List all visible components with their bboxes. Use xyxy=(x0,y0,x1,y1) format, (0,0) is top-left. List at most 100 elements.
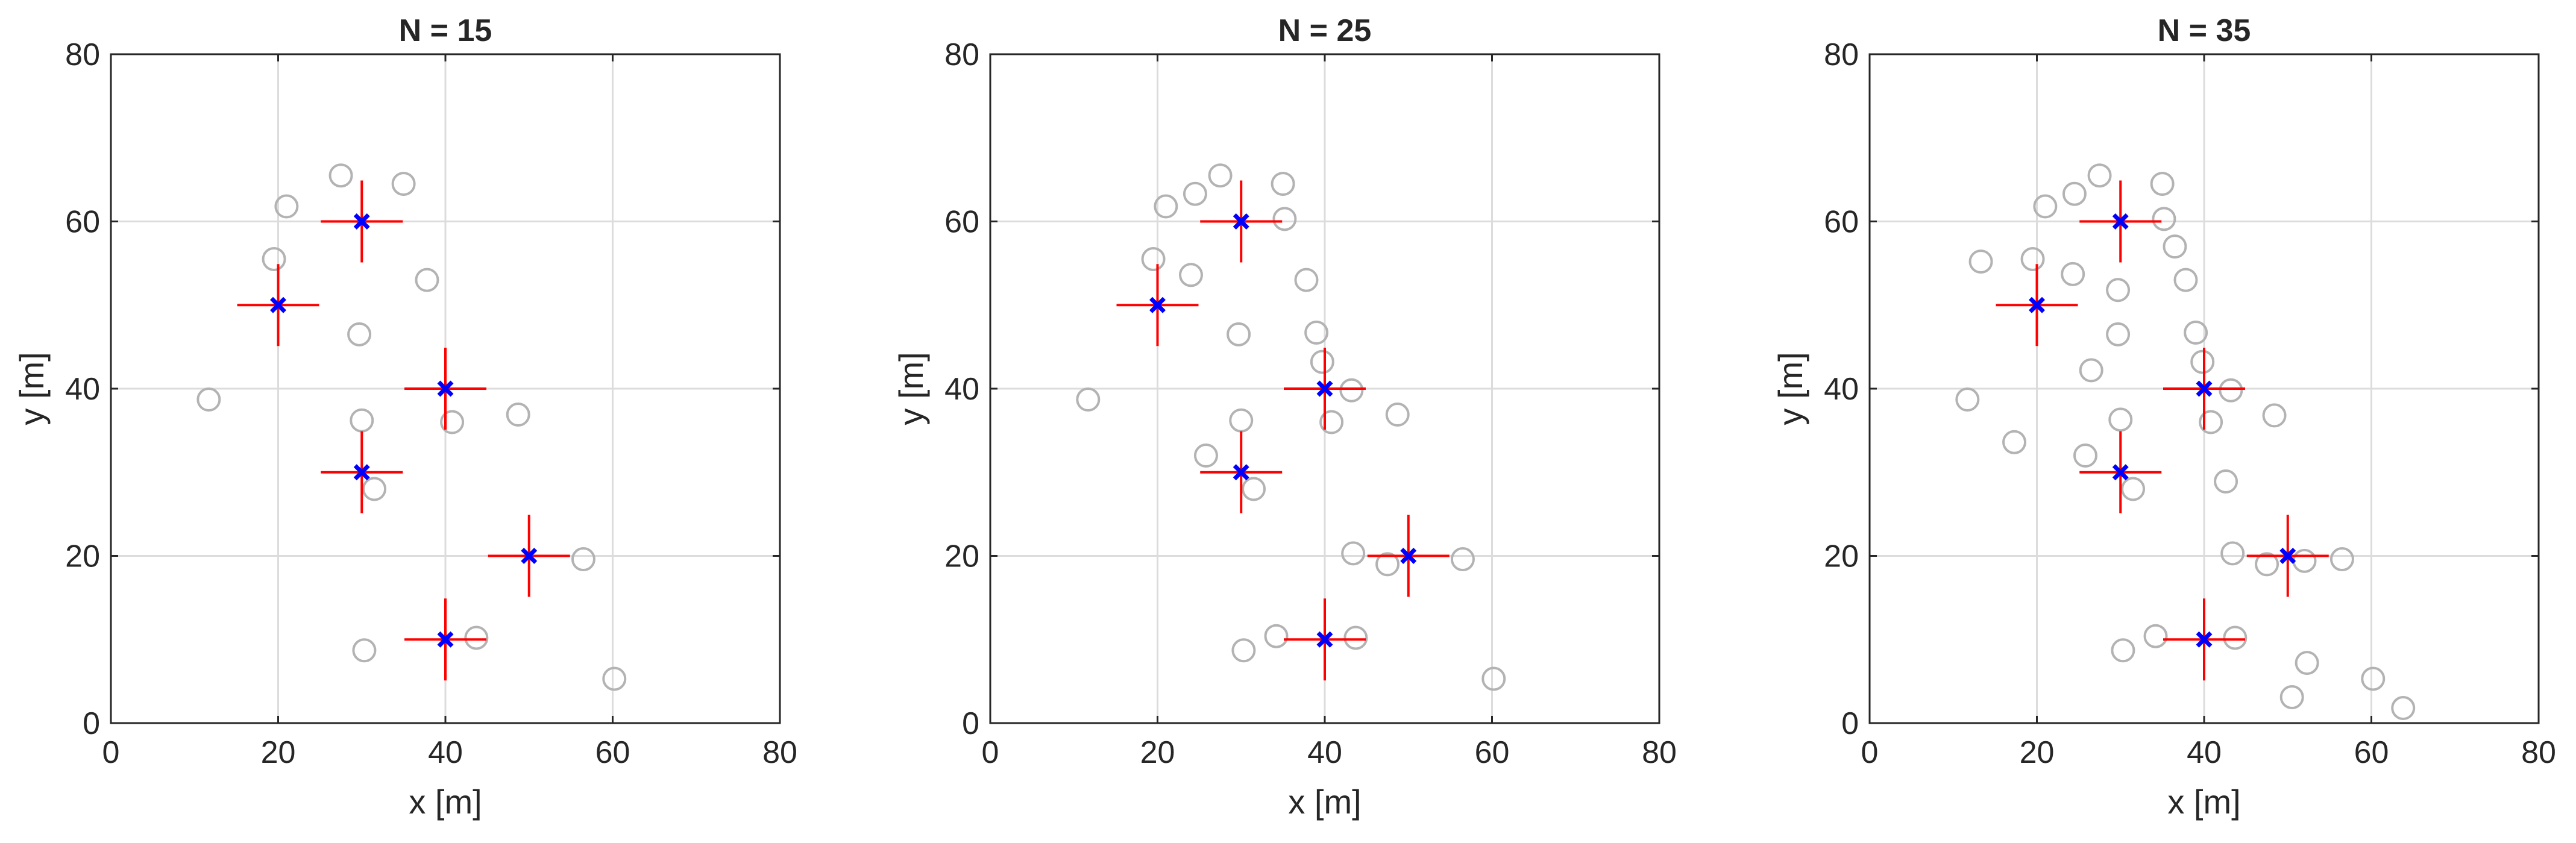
anchor-marker xyxy=(1233,464,1249,481)
node-point xyxy=(274,194,299,219)
y-tick-label: 80 xyxy=(65,37,100,72)
node-point xyxy=(415,268,439,292)
node-point xyxy=(464,625,489,650)
node-point xyxy=(350,408,374,433)
anchor-marker xyxy=(521,548,538,564)
x-tick-label: 80 xyxy=(1642,735,1677,770)
y-tick-label: 60 xyxy=(1824,205,1859,240)
node-point xyxy=(1339,378,1364,403)
x-tick-label: 60 xyxy=(1475,735,1510,770)
anchor-marker xyxy=(1316,631,1333,648)
chart-title: N = 15 xyxy=(399,13,492,48)
node-point xyxy=(602,666,627,691)
node-point xyxy=(1231,638,1256,663)
chart-title: N = 35 xyxy=(2158,13,2251,48)
node-point xyxy=(1242,477,1266,501)
anchor-marker xyxy=(2196,380,2213,397)
node-point xyxy=(2262,403,2287,428)
node-point xyxy=(1229,408,1254,433)
node-point xyxy=(1272,207,1297,231)
node-point xyxy=(1319,410,1344,434)
node-point xyxy=(2062,181,2087,206)
y-tick-label: 20 xyxy=(944,539,979,574)
node-point xyxy=(347,322,372,346)
node-point xyxy=(2329,547,2354,572)
node-point xyxy=(1154,194,1178,219)
scatter-panel-1: 0 20 40 60 80 0 20 40 60 80 N = 15 x [m] y [m] xyxy=(13,13,797,821)
anchor-marker xyxy=(437,631,454,648)
node-point xyxy=(2190,349,2215,374)
y-tick-label: 0 xyxy=(962,706,979,741)
y-tick-label: 40 xyxy=(944,372,979,407)
node-point xyxy=(1264,624,1289,648)
node-point xyxy=(1141,246,1166,271)
node-point xyxy=(1294,268,1319,292)
node-point xyxy=(2163,234,2187,259)
node-point xyxy=(1341,541,1366,566)
node-point xyxy=(2106,322,2131,346)
node-point xyxy=(2173,268,2198,292)
node-point xyxy=(2214,469,2238,494)
anchor-marker xyxy=(2196,631,2213,648)
anchor-marker xyxy=(1400,548,1417,564)
node-point xyxy=(2079,358,2103,383)
node-point xyxy=(1375,552,1400,577)
node-point xyxy=(2106,278,2131,302)
node-point xyxy=(1310,349,1334,374)
node-point xyxy=(1968,249,1993,274)
node-point xyxy=(2223,625,2248,650)
anchor-marker xyxy=(353,213,370,230)
x-tick-label: 20 xyxy=(2020,735,2055,770)
x-tick-label: 40 xyxy=(1307,735,1342,770)
node-point xyxy=(1076,387,1101,412)
anchor-marker xyxy=(353,464,370,481)
x-axis-label: x [m] xyxy=(2167,783,2240,821)
node-point xyxy=(391,172,416,196)
x-tick-label: 20 xyxy=(261,735,296,770)
x-tick-label: 40 xyxy=(428,735,463,770)
node-point xyxy=(2184,321,2208,345)
node-point xyxy=(2255,552,2279,577)
y-axis-label: y [m] xyxy=(1771,352,1809,425)
y-axis-label: y [m] xyxy=(13,352,51,425)
anchor-marker xyxy=(2029,296,2045,313)
node-point xyxy=(328,163,353,188)
anchor-marker xyxy=(2112,213,2129,230)
x-tick-label: 60 xyxy=(595,735,630,770)
node-point xyxy=(440,410,465,434)
node-point xyxy=(2108,407,2133,432)
node-point xyxy=(2150,172,2175,196)
anchor-marker xyxy=(1233,213,1249,230)
node-point xyxy=(1208,163,1233,188)
y-tick-label: 20 xyxy=(1824,539,1859,574)
x-axis-label: x [m] xyxy=(1288,783,1361,821)
node-point xyxy=(2020,246,2045,271)
node-point xyxy=(362,477,387,501)
y-tick-label: 40 xyxy=(1824,372,1859,407)
node-point xyxy=(1955,387,1980,412)
node-point xyxy=(2121,477,2146,501)
y-tick-label: 60 xyxy=(944,205,979,240)
node-point xyxy=(571,547,595,572)
node-point xyxy=(262,246,286,271)
node-point xyxy=(1385,403,1410,427)
anchor-marker xyxy=(270,296,286,313)
node-point xyxy=(1304,321,1329,345)
x-tick-label: 80 xyxy=(762,735,797,770)
node-point xyxy=(1227,322,1251,346)
node-point xyxy=(2073,443,2097,468)
node-point xyxy=(2152,207,2176,231)
node-point xyxy=(2295,651,2319,675)
node-point xyxy=(506,403,530,427)
node-point xyxy=(2199,410,2223,434)
x-tick-label: 20 xyxy=(1140,735,1175,770)
anchor-marker xyxy=(437,380,454,397)
anchor-marker xyxy=(1316,380,1333,397)
y-tick-label: 20 xyxy=(65,539,100,574)
node-point xyxy=(1179,263,1203,287)
node-point xyxy=(1481,666,1506,691)
y-axis-label: y [m] xyxy=(892,352,930,425)
node-point xyxy=(2279,685,2304,709)
y-tick-label: 80 xyxy=(1824,37,1859,72)
